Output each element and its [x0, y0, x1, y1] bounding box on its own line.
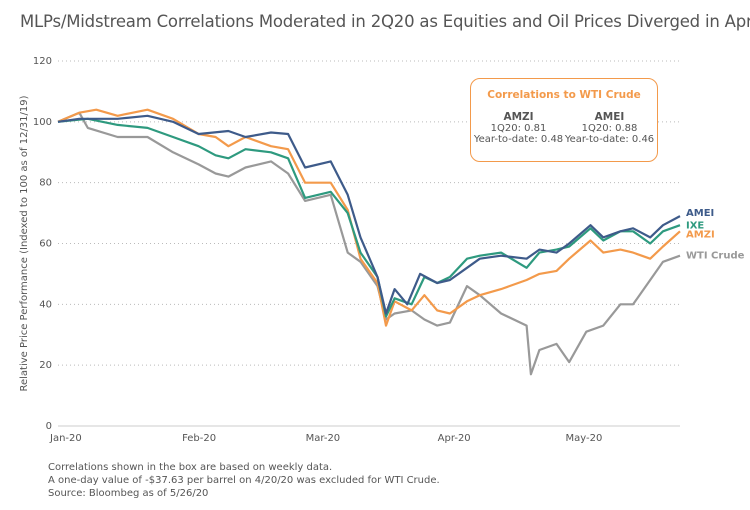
y-tick-label: 40	[39, 299, 52, 310]
y-tick-label: 60	[39, 239, 52, 250]
y-tick-label: 20	[39, 360, 52, 371]
y-tick-label: 0	[46, 421, 52, 432]
y-tick-label: 80	[39, 178, 52, 189]
box-col-amzi: AMZI 1Q20: 0.81 Year-to-date: 0.48	[473, 111, 564, 145]
x-tick-label: Mar-20	[306, 433, 341, 444]
box-title: Correlations to WTI Crude	[487, 89, 641, 101]
x-tick-label: Apr-20	[438, 433, 471, 444]
x-tick-label: May-20	[565, 433, 602, 444]
series-line-wti-crude	[57, 111, 681, 376]
series-label: AMEI	[686, 208, 714, 219]
footnote-3: Source: Bloombeg as of 5/26/20	[48, 488, 209, 499]
series-label: AMZI	[686, 229, 715, 240]
footnote-1: Correlations shown in the box are based …	[48, 462, 333, 473]
series-label: WTI Crude	[686, 251, 745, 262]
correlation-box: Correlations to WTI Crude AMZI 1Q20: 0.81…	[470, 78, 658, 162]
y-tick-label: 100	[33, 117, 52, 128]
series-line-amei	[57, 114, 681, 315]
series-line-ixe	[57, 117, 681, 318]
y-tick-label: 120	[33, 56, 52, 67]
y-axis-label: Relative Price Performance (Indexed to 1…	[19, 95, 30, 391]
chart-title: MLPs/Midstream Correlations Moderated in…	[20, 12, 750, 31]
series-label: IXE	[686, 220, 704, 231]
x-tick-label: Jan-20	[49, 433, 82, 444]
x-tick-label: Feb-20	[182, 433, 216, 444]
footnote-2: A one-day value of -$37.63 per barrel on…	[48, 475, 440, 486]
box-col-amei: AMEI 1Q20: 0.88 Year-to-date: 0.46	[564, 111, 655, 145]
